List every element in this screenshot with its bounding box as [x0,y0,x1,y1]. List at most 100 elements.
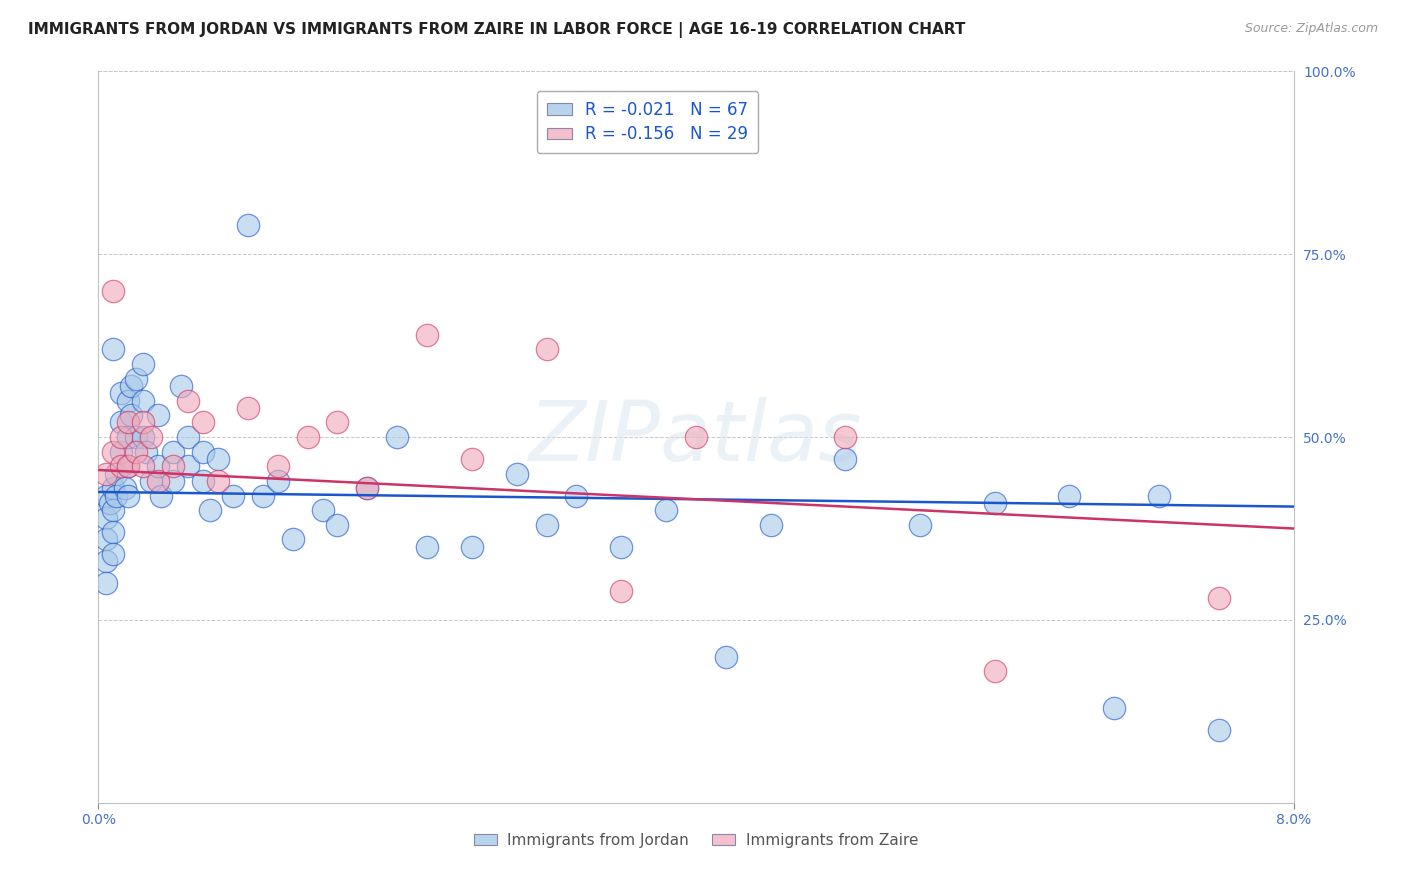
Point [110,459,132,474]
Point [655,503,678,517]
Point [1104,700,1126,714]
Text: ZIPatlas: ZIPatlas [529,397,863,477]
Point [148,474,170,488]
Point [416,540,439,554]
Point [177,393,200,408]
Point [984,664,1007,678]
Text: IMMIGRANTS FROM JORDAN VS IMMIGRANTS FROM ZAIRE IN LABOR FORCE | AGE 16-19 CORRE: IMMIGRANTS FROM JORDAN VS IMMIGRANTS FRO… [28,22,966,38]
Point [117,489,139,503]
Point [267,459,290,474]
Point [610,540,633,554]
Point [461,540,484,554]
Point [1208,591,1230,605]
Point [281,533,304,547]
Point [267,474,290,488]
Point [191,474,214,488]
Point [191,444,214,458]
Point [117,430,139,444]
Point [132,416,155,430]
Point [162,444,184,458]
Point [1059,489,1081,503]
Point [385,430,409,444]
Point [200,503,222,517]
Point [148,408,170,422]
Point [103,547,125,561]
Point [110,386,132,401]
Point [610,583,633,598]
Point [125,430,148,444]
Point [103,343,125,357]
Text: Source: ZipAtlas.com: Source: ZipAtlas.com [1244,22,1378,36]
Point [103,444,125,458]
Point [416,327,439,342]
Point [685,430,707,444]
Point [908,517,931,532]
Point [984,496,1007,510]
Point [117,459,139,474]
Point [110,430,132,444]
Point [252,489,274,503]
Point [120,408,142,422]
Point [177,430,200,444]
Point [236,218,259,232]
Point [94,510,117,524]
Point [132,393,155,408]
Point [98,496,122,510]
Point [177,459,200,474]
Point [326,416,349,430]
Point [356,481,378,495]
Point [191,416,214,430]
Point [162,459,184,474]
Point [103,503,125,517]
Point [236,401,259,415]
Point [94,467,117,481]
Point [326,517,349,532]
Point [148,459,170,474]
Point [207,452,229,467]
Point [103,481,125,495]
Point [94,554,117,568]
Point [125,444,148,458]
Point [132,357,155,371]
Point [105,467,128,481]
Point [297,430,319,444]
Point [150,489,173,503]
Point [1208,723,1230,737]
Point [461,452,484,467]
Point [117,416,139,430]
Point [94,533,117,547]
Point [94,576,117,591]
Point [139,474,162,488]
Point [834,452,856,467]
Point [714,649,737,664]
Point [139,430,162,444]
Point [1147,489,1170,503]
Point [103,525,125,540]
Point [169,379,191,393]
Point [759,517,782,532]
Point [103,284,125,298]
Point [120,379,142,393]
Point [132,430,155,444]
Point [356,481,378,495]
Point [132,459,155,474]
Point [162,474,184,488]
Point [114,481,136,495]
Point [117,393,139,408]
Point [105,489,128,503]
Point [834,430,856,444]
Point [536,343,558,357]
Point [565,489,588,503]
Point [94,489,117,503]
Point [110,416,132,430]
Point [506,467,529,481]
Point [311,503,333,517]
Point [222,489,245,503]
Point [135,444,157,458]
Point [536,517,558,532]
Point [125,371,148,385]
Point [117,459,139,474]
Y-axis label: In Labor Force | Age 16-19: In Labor Force | Age 16-19 [0,345,7,529]
Legend: Immigrants from Jordan, Immigrants from Zaire: Immigrants from Jordan, Immigrants from … [468,827,924,854]
Point [207,474,229,488]
